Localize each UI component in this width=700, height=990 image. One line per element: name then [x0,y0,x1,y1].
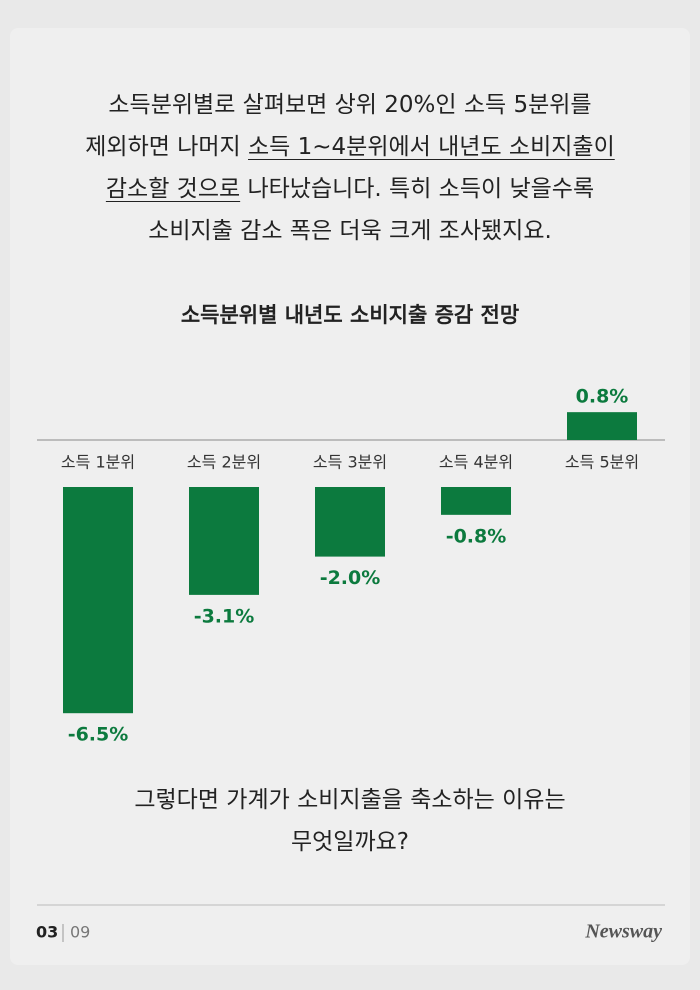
value-label: -0.8% [446,525,507,547]
intro-line: 제외하면 나머지 소득 1~4분위에서 내년도 소비지출이 [0,126,700,168]
bar [567,412,637,440]
x-tick-label: 소득 4분위 [439,453,513,472]
intro-text: 소득 1~4분위에서 내년도 소비지출이 [248,134,615,160]
brand-logo: Newsway [584,921,662,943]
page-number: 03 [36,923,58,942]
intro-line: 소비지출 감소 폭은 더욱 크게 조사됐지요. [0,210,700,252]
intro-text: 나타났습니다. 특히 소득이 낮을수록 [240,176,595,202]
value-label: 0.8% [576,386,629,408]
bar [189,487,259,595]
page-total: 09 [70,923,90,942]
value-label: -2.0% [320,567,381,589]
intro-text: 소비지출 감소 폭은 더욱 크게 조사됐지요. [148,218,552,244]
intro-text: 소득분위별로 살펴보면 상위 20%인 소득 5분위를 [108,92,592,118]
intro-text: 감소할 것으로 [105,176,241,202]
bar [441,487,511,515]
value-label: -6.5% [68,724,129,746]
question-line: 그렇다면 가계가 소비지출을 축소하는 이유는 [134,787,566,813]
chart-title: 소득분위별 내년도 소비지출 증감 전망 [181,303,519,327]
x-tick-label: 소득 2분위 [187,453,261,472]
intro-text: 제외하면 나머지 [85,134,249,160]
bar [315,487,385,557]
x-tick-label: 소득 3분위 [313,453,387,472]
intro-line: 소득분위별로 살펴보면 상위 20%인 소득 5분위를 [0,84,700,126]
x-tick-label: 소득 5분위 [565,453,639,472]
x-tick-label: 소득 1분위 [61,453,135,472]
intro-line: 감소할 것으로 나타났습니다. 특히 소득이 낮을수록 [0,168,700,210]
bar [63,487,133,714]
question-line: 무엇일까요? [290,829,409,855]
value-label: -3.1% [194,605,255,627]
